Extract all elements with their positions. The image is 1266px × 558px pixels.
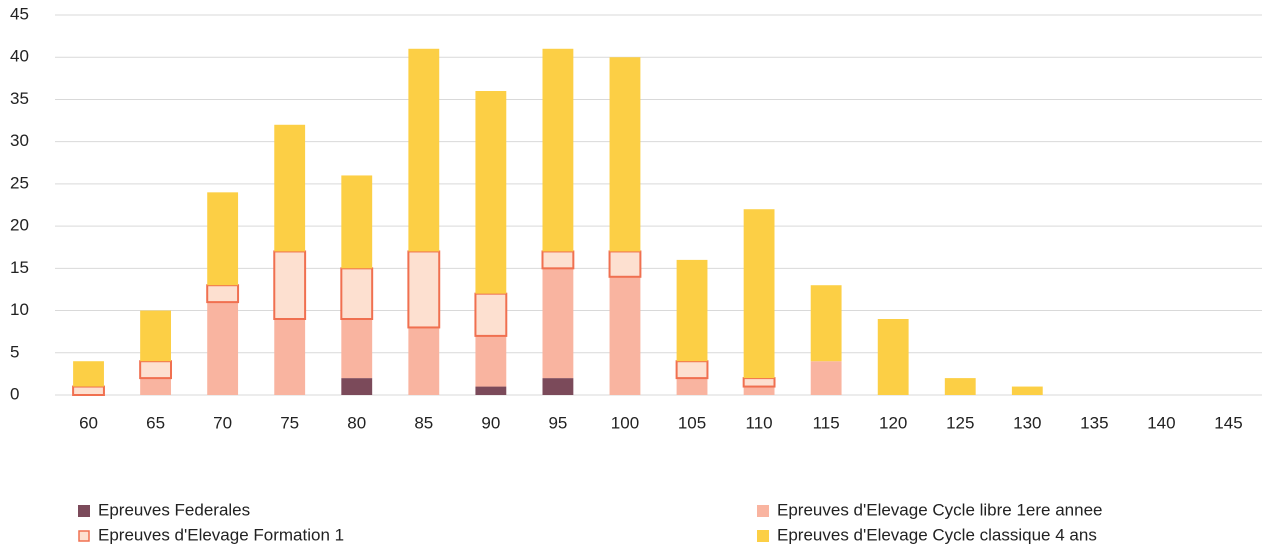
x-tick-label: 85 [414, 413, 433, 432]
bar-segment [475, 91, 507, 294]
legend-swatch [757, 530, 769, 542]
bar-segment [341, 175, 373, 269]
bar-segment [676, 259, 708, 362]
bar-segment [341, 378, 373, 395]
bar-segment [340, 267, 374, 321]
bar-segment [810, 285, 842, 362]
x-tick-label: 110 [746, 413, 773, 432]
x-tick-label: 80 [347, 413, 366, 432]
legend-swatch [757, 505, 769, 517]
bar-segment [810, 361, 842, 395]
bar-segment [407, 250, 441, 329]
bar-segment [140, 378, 172, 395]
bar-segment [742, 377, 776, 388]
y-tick-label: 45 [10, 4, 29, 23]
bar-segment [207, 302, 239, 395]
bar-segment [140, 310, 172, 362]
bar-segment [676, 378, 708, 395]
bar-segment [139, 360, 173, 380]
x-tick-label: 70 [213, 413, 232, 432]
y-tick-label: 35 [10, 89, 29, 108]
x-tick-label: 125 [946, 413, 974, 432]
y-tick-label: 5 [10, 342, 19, 361]
bar-segment [609, 57, 641, 252]
bar-segment [408, 48, 440, 252]
y-tick-label: 40 [10, 47, 29, 66]
x-tick-label: 115 [813, 413, 840, 432]
x-tick-label: 145 [1214, 413, 1242, 432]
legend-label: Epreuves d'Elevage Formation 1 [98, 525, 344, 544]
x-tick-label: 100 [611, 413, 639, 432]
bar-segment [542, 268, 574, 379]
bar-segment [877, 319, 909, 395]
x-tick-label: 95 [548, 413, 567, 432]
bar-segment [475, 335, 507, 387]
x-tick-label: 60 [79, 413, 98, 432]
x-tick-label: 65 [146, 413, 165, 432]
bar-segment [609, 276, 641, 395]
bar-segment [675, 360, 709, 380]
bar-segment [274, 124, 306, 252]
y-tick-label: 0 [10, 384, 19, 403]
x-tick-label: 105 [678, 413, 706, 432]
bar-segment [608, 250, 642, 278]
legend-label: Epreuves d'Elevage Cycle libre 1ere anne… [777, 500, 1103, 519]
bar-segment [72, 385, 105, 396]
bar-segment [73, 361, 104, 387]
x-tick-label: 75 [280, 413, 299, 432]
bar-segment [1011, 386, 1043, 395]
bar-segment [542, 48, 574, 252]
bar-segment [474, 292, 508, 337]
y-tick-label: 25 [10, 173, 29, 192]
x-tick-label: 90 [481, 413, 500, 432]
legend-swatch [78, 530, 90, 542]
y-tick-label: 10 [10, 300, 29, 319]
bar-segment [274, 319, 306, 395]
y-tick-label: 15 [10, 258, 29, 277]
x-tick-label: 120 [879, 413, 907, 432]
legend-label: Epreuves d'Elevage Cycle classique 4 ans [777, 525, 1097, 544]
legend-label: Epreuves Federales [98, 500, 250, 519]
legend-swatch [78, 505, 90, 517]
bar-segment [542, 378, 574, 395]
bar-segment [206, 284, 240, 304]
x-tick-label: 130 [1013, 413, 1041, 432]
bar-segment [944, 378, 976, 395]
bar-segment [743, 386, 775, 395]
bar-segment [408, 327, 440, 395]
y-tick-label: 20 [10, 216, 29, 235]
x-tick-label: 135 [1080, 413, 1108, 432]
y-tick-label: 30 [10, 131, 29, 150]
bar-segment [475, 386, 507, 395]
bar-segment [341, 319, 373, 379]
bar-segment [541, 250, 575, 270]
bar-segment [207, 192, 239, 286]
bar-segment [743, 209, 775, 379]
bar-segment [273, 250, 307, 320]
x-tick-label: 140 [1147, 413, 1175, 432]
